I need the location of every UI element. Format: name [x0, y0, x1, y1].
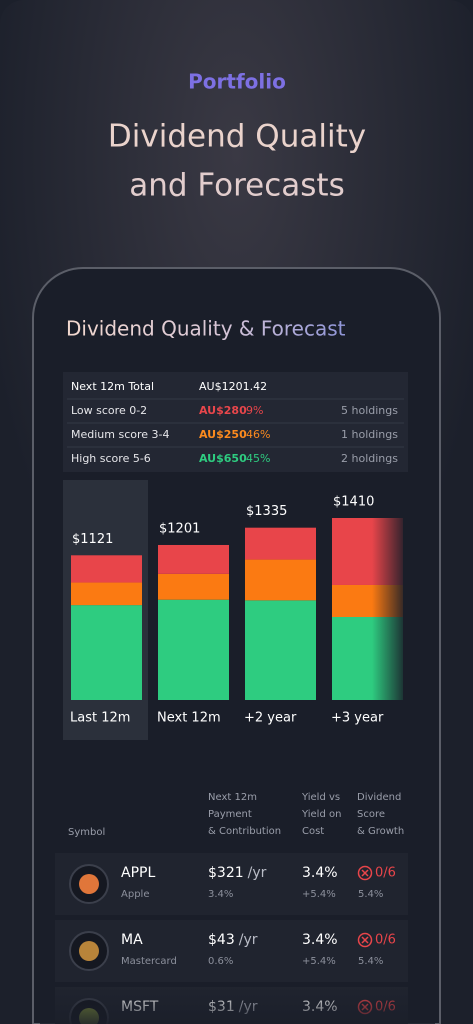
- bar-segment: [245, 559, 316, 601]
- score: 0/6: [375, 866, 396, 881]
- eyebrow: Portfolio: [188, 70, 286, 94]
- col-header: & Contribution: [208, 826, 281, 837]
- summary-amount: AU$280: [199, 404, 247, 417]
- headline: and Forecasts: [129, 168, 345, 204]
- col-header: Cost: [302, 826, 324, 837]
- summary-share: 9%: [246, 404, 263, 417]
- x-tick-label: +3 year: [331, 711, 384, 726]
- summary-panel: [63, 372, 408, 472]
- headline: Dividend Quality: [108, 119, 366, 155]
- summary-holdings: 5 holdings: [341, 404, 398, 417]
- ticker: APPL: [121, 865, 155, 881]
- summary-amount: AU$650: [199, 452, 247, 465]
- bottom-fade: [40, 985, 435, 1024]
- row-background: [55, 853, 408, 915]
- score-icon-x: [361, 869, 369, 877]
- payment-amount: $43: [208, 932, 235, 948]
- summary-label: Medium score 3-4: [71, 428, 170, 441]
- col-header: Payment: [208, 809, 252, 820]
- score-icon: [357, 932, 373, 948]
- card-title: Dividend Quality & Forecast: [66, 317, 346, 341]
- summary-amount: AU$250: [199, 428, 247, 441]
- bar-segment: [71, 605, 142, 700]
- col-header: Dividend: [357, 792, 401, 803]
- payment-amount: $321: [208, 865, 244, 881]
- payment: $43/yr: [208, 932, 258, 948]
- col-header: & Growth: [357, 826, 404, 837]
- summary-holdings: 1 holdings: [341, 428, 398, 441]
- payment-unit: /yr: [248, 865, 267, 881]
- bar-segment: [245, 600, 316, 700]
- summary-share: 46%: [246, 428, 270, 441]
- bar-fade: [372, 500, 406, 702]
- payment-yield: 0.6%: [208, 956, 233, 967]
- x-tick-label: Last 12m: [70, 711, 130, 726]
- row-background: [55, 920, 408, 982]
- company-name: Mastercard: [121, 956, 177, 967]
- col-header: Yield on: [301, 809, 341, 820]
- content: Next 12m Total AU$1201.42 Low score 0-2 AU$…: [40, 380, 435, 1024]
- company-name: Apple: [121, 889, 149, 900]
- bar-total-label: $1335: [246, 504, 287, 519]
- yield-vs: +5.4%: [302, 889, 336, 900]
- yield: 3.4%: [302, 865, 338, 881]
- avatar-blob: [79, 874, 99, 894]
- summary-label: Next 12m Total: [71, 380, 154, 393]
- bar-segment: [158, 544, 229, 574]
- bar-segment: [158, 599, 229, 700]
- avatar-blob: [79, 941, 99, 961]
- growth: 5.4%: [358, 889, 383, 900]
- ticker: MA: [121, 932, 143, 948]
- summary-value: AU$1201.42: [199, 380, 267, 393]
- col-header: Symbol: [68, 827, 105, 838]
- score-icon-x: [361, 936, 369, 944]
- yield: 3.4%: [302, 932, 338, 948]
- payment-unit: /yr: [239, 932, 258, 948]
- summary-label: High score 5-6: [71, 452, 151, 465]
- summary-share: 45%: [246, 452, 270, 465]
- payment-yield: 3.4%: [208, 889, 233, 900]
- bar-total-label: $1201: [159, 521, 200, 536]
- x-tick-label: +2 year: [244, 711, 297, 726]
- col-header: Yield vs: [301, 792, 340, 803]
- bar-segment: [71, 555, 142, 583]
- x-tick-label: Next 12m: [157, 711, 221, 726]
- score-icon: [357, 865, 373, 881]
- summary-label: Low score 0-2: [71, 404, 147, 417]
- summary-holdings: 2 holdings: [341, 452, 398, 465]
- col-header: Next 12m: [208, 792, 257, 803]
- payment: $321/yr: [208, 865, 267, 881]
- score: 0/6: [375, 933, 396, 948]
- bar-total-label: $1121: [72, 532, 113, 547]
- bar-segment: [158, 573, 229, 600]
- chart: $1121 Last 12m $1201 Next 12m $1335 +2 year $1…: [70, 495, 406, 726]
- col-header: Score: [357, 809, 385, 820]
- bar-total-label: $1410: [333, 495, 374, 510]
- bar-segment: [71, 582, 142, 606]
- yield-vs: +5.4%: [302, 956, 336, 967]
- bar-segment: [245, 527, 316, 560]
- growth: 5.4%: [358, 956, 383, 967]
